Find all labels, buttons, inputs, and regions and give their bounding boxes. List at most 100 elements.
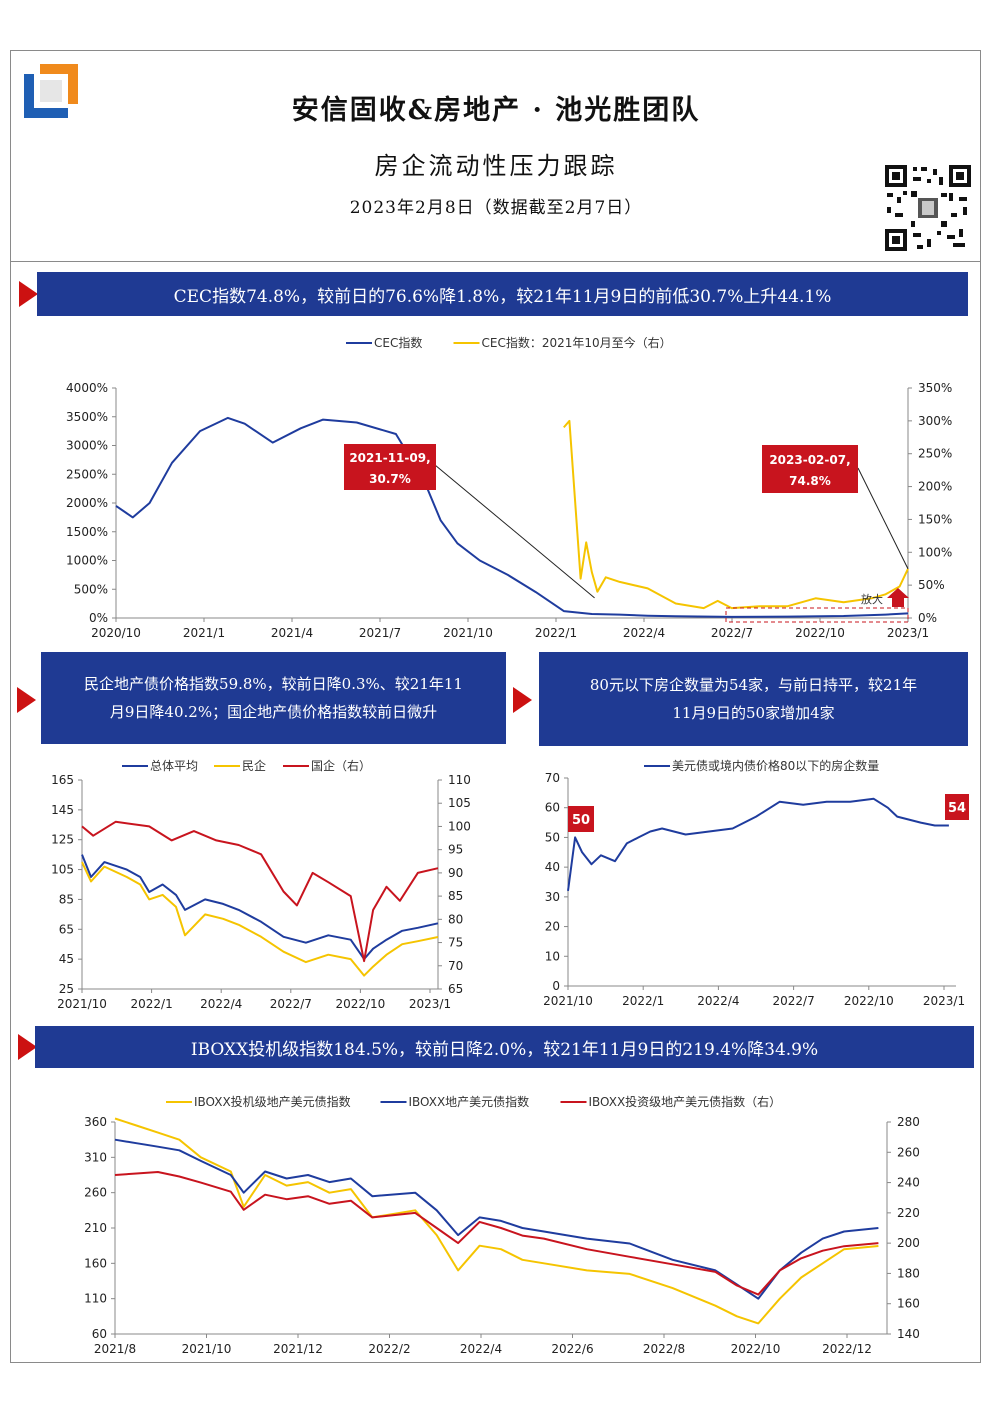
- cec-chart: 4000% 3500% 3000% 2500% 2000% 1500% 1000% 500% 0…: [66, 335, 952, 640]
- y-tick-label: 260: [84, 1186, 107, 1200]
- y-tick-label: 145: [51, 803, 74, 817]
- y2-tick-label: 160: [897, 1297, 920, 1311]
- x-tick-label: 2022/4: [697, 994, 739, 1008]
- x-tick-label: 2023/1: [409, 997, 451, 1011]
- y-tick-label: 25: [59, 982, 74, 996]
- page-subtitle: 房企流动性压力跟踪: [374, 152, 618, 180]
- x-tick-label: 2021/10: [443, 626, 493, 640]
- y-tick-label: 2000%: [66, 496, 108, 510]
- y-tick-label: 500%: [74, 582, 108, 596]
- y-tick-label: 360: [84, 1115, 107, 1129]
- y2-tick-label: 65: [448, 982, 463, 996]
- iboxx-banner: IBOXX投机级指数184.5%，较前日降2.0%，较21年11月9日的219.…: [35, 1026, 974, 1068]
- x-tick-label: 2022/4: [200, 997, 242, 1011]
- legend-label: IBOXX投资级地产美元债指数（右）: [589, 1094, 782, 1109]
- y-tick-label: 50: [545, 830, 560, 844]
- section-arrow-icon: [18, 1034, 37, 1060]
- y-tick-label: 60: [545, 801, 560, 815]
- y2-tick-label: 150%: [918, 512, 952, 526]
- zoom-arrow-icon: [887, 588, 909, 607]
- annotation-leader-line: [434, 464, 595, 599]
- y-tick-label: 4000%: [66, 381, 108, 395]
- zoom-label: 放大: [861, 592, 883, 606]
- y-tick-label: 210: [84, 1221, 107, 1235]
- annotation-box: [945, 794, 969, 820]
- legend-label: 总体平均: [150, 759, 198, 773]
- y2-tick-label: 300%: [918, 414, 952, 428]
- y-tick-label: 1000%: [66, 554, 108, 568]
- x-tick-label: 2022/7: [711, 626, 753, 640]
- y2-tick-label: 180: [897, 1266, 920, 1280]
- y2-tick-label: 95: [448, 843, 463, 857]
- y-tick-label: 165: [51, 773, 74, 787]
- y2-tick-label: 220: [897, 1206, 920, 1220]
- x-tick-label: 2021/10: [57, 997, 107, 1011]
- qr-code-icon: [883, 163, 973, 253]
- y-tick-label: 2500%: [66, 467, 108, 481]
- header-separator: [10, 261, 981, 262]
- bond-price-banner-line2: 月9日降40.2%；国企地产债价格指数较前日微升: [109, 703, 438, 721]
- y-tick-label: 0%: [89, 611, 108, 625]
- y-tick-label: 1500%: [66, 525, 108, 539]
- y-tick-label: 20: [545, 920, 560, 934]
- series-line: [81, 820, 439, 963]
- x-tick-label: 2022/4: [623, 626, 665, 640]
- x-tick-label: 2020/10: [91, 626, 141, 640]
- annotation-box: [344, 444, 436, 490]
- y2-tick-label: 50%: [918, 578, 945, 592]
- x-tick-label: 2022/1: [130, 997, 172, 1011]
- y2-tick-label: 90: [448, 866, 463, 880]
- series-line: [114, 1117, 879, 1325]
- series-line: [114, 1138, 879, 1300]
- y2-tick-label: 85: [448, 889, 463, 903]
- page-title: 安信固收&房地产 · 池光胜团队: [291, 95, 701, 126]
- x-tick-label: 2022/7: [270, 997, 312, 1011]
- x-tick-label: 2022/4: [460, 1342, 502, 1356]
- y-tick-label: 105: [51, 863, 74, 877]
- section-arrow-icon: [19, 281, 38, 307]
- x-tick-label: 2022/2: [368, 1342, 410, 1356]
- series-line: [567, 797, 949, 892]
- legend-label: IBOXX投机级地产美元债指数: [194, 1094, 351, 1109]
- series-line: [563, 419, 909, 610]
- annotation-date: 2021-11-09,: [349, 451, 430, 465]
- y2-tick-label: 100%: [918, 545, 952, 559]
- y2-tick-label: 100: [448, 819, 471, 833]
- y-tick-label: 160: [84, 1256, 107, 1270]
- section-arrow-icon: [17, 687, 36, 713]
- x-tick-label: 2022/10: [844, 994, 894, 1008]
- x-tick-label: 2021/12: [273, 1342, 323, 1356]
- y2-tick-label: 70: [448, 959, 463, 973]
- legend-label: CEC指数：2021年10月至今（右）: [482, 335, 672, 350]
- x-tick-label: 2022/6: [551, 1342, 593, 1356]
- legend-label: IBOXX地产美元债指数: [409, 1094, 530, 1109]
- bond-price-banner-line1: 民企地产债价格指数59.8%，较前日降0.3%、较21年11: [84, 675, 463, 693]
- series-line: [81, 861, 439, 977]
- y-tick-label: 125: [51, 833, 74, 847]
- series-line: [81, 854, 439, 961]
- annotation-value: 54: [948, 801, 966, 816]
- x-tick-label: 2022/7: [772, 994, 814, 1008]
- y2-tick-label: 110: [448, 773, 471, 787]
- bond-price-chart: 165 145 125 105 85 65 45 25 110 105 100 95 90 85 80 75 7…: [51, 758, 471, 1011]
- x-tick-label: 2021/7: [359, 626, 401, 640]
- y2-tick-label: 80: [448, 912, 463, 926]
- y-tick-label: 10: [545, 949, 560, 963]
- x-tick-label: 2022/1: [535, 626, 577, 640]
- y2-tick-label: 280: [897, 1115, 920, 1129]
- y-tick-label: 310: [84, 1150, 107, 1164]
- y-tick-label: 3000%: [66, 439, 108, 453]
- x-tick-label: 2022/10: [731, 1342, 781, 1356]
- bond-price-banner: 民企地产债价格指数59.8%，较前日降0.3%、较21年11 月9日降40.2%…: [41, 652, 506, 744]
- legend-label: CEC指数: [374, 335, 422, 350]
- section-arrow-icon: [513, 687, 532, 713]
- below80-banner-line2: 11月9日的50家增加4家: [672, 704, 835, 722]
- y2-tick-label: 260: [897, 1145, 920, 1159]
- x-tick-label: 2021/8: [94, 1342, 136, 1356]
- legend-label: 民企: [242, 758, 266, 773]
- cec-banner: CEC指数74.8%，较前日的76.6%降1.8%，较21年11月9日的前低30…: [37, 272, 968, 316]
- y2-tick-label: 140: [897, 1327, 920, 1341]
- series-line: [114, 1171, 879, 1296]
- y-tick-label: 3500%: [66, 410, 108, 424]
- page-frame: [10, 50, 981, 1363]
